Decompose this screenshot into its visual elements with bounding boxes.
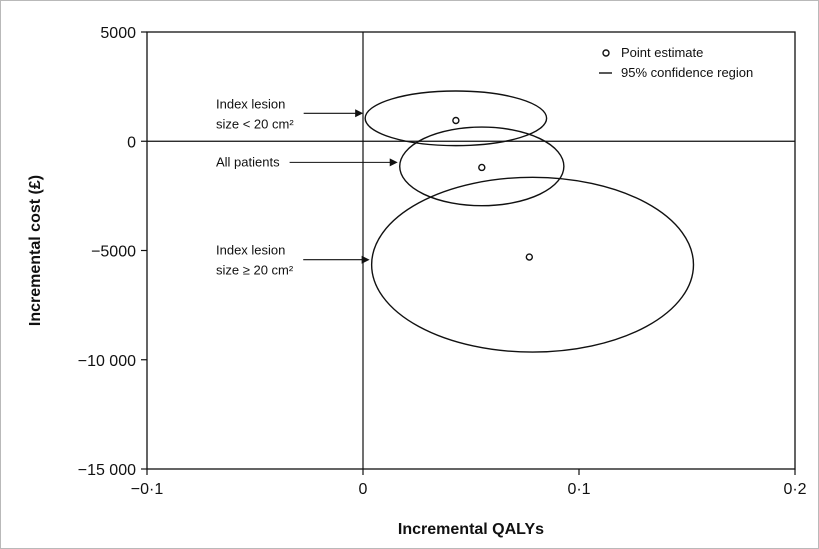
large-lesion-confidence-ellipse [370, 176, 695, 353]
y-tick-label: 5000 [100, 25, 136, 42]
series-annotations: Index lesion size < 20 cm² All patients Ind… [216, 96, 398, 278]
x-tick-label: 0·1 [567, 481, 590, 498]
all-patients-arrow-head [389, 158, 398, 167]
x-tick-label: −0·1 [131, 481, 164, 498]
x-tick-label: 0·2 [783, 481, 806, 498]
confidence-regions [364, 90, 695, 353]
legend-point-estimate-symbol [602, 49, 610, 57]
y-tick-label: −15 000 [78, 462, 136, 479]
y-tick-label: 0 [127, 134, 136, 151]
large-lesion-label-line: size ≥ 20 cm² [216, 263, 294, 278]
large-lesion-point-estimate [525, 253, 534, 261]
large-lesion-label-line: Index lesion [216, 243, 285, 258]
all-patients-label-line: All patients [216, 154, 280, 169]
all-patients-point-estimate [478, 163, 486, 172]
small-lesion-label-line: Index lesion [216, 96, 285, 111]
axes-group: −0·1 0 0·1 0·2 5000 0 −5000 −10 000 −15 000 [78, 25, 807, 498]
large-lesion-arrow-head [361, 255, 370, 264]
small-lesion-label-line: size < 20 cm² [216, 116, 294, 131]
y-axis-title: Incremental cost (£) [27, 175, 44, 326]
small-lesion-point-estimate [452, 116, 460, 125]
x-axis-title: Incremental QALYs [398, 521, 544, 538]
legend-label: Point estimate [621, 45, 703, 60]
y-tick-label: −10 000 [78, 353, 136, 370]
all-patients-confidence-ellipse [399, 126, 565, 207]
x-tick-label: 0 [359, 481, 368, 498]
small-lesion-arrow-head [355, 109, 364, 118]
point-estimates [452, 116, 534, 261]
small-lesion-confidence-ellipse [364, 90, 548, 147]
legend: Point estimate 95% confidence region [599, 45, 753, 80]
y-tick-label: −5000 [91, 244, 136, 261]
legend-label: 95% confidence region [621, 65, 753, 80]
